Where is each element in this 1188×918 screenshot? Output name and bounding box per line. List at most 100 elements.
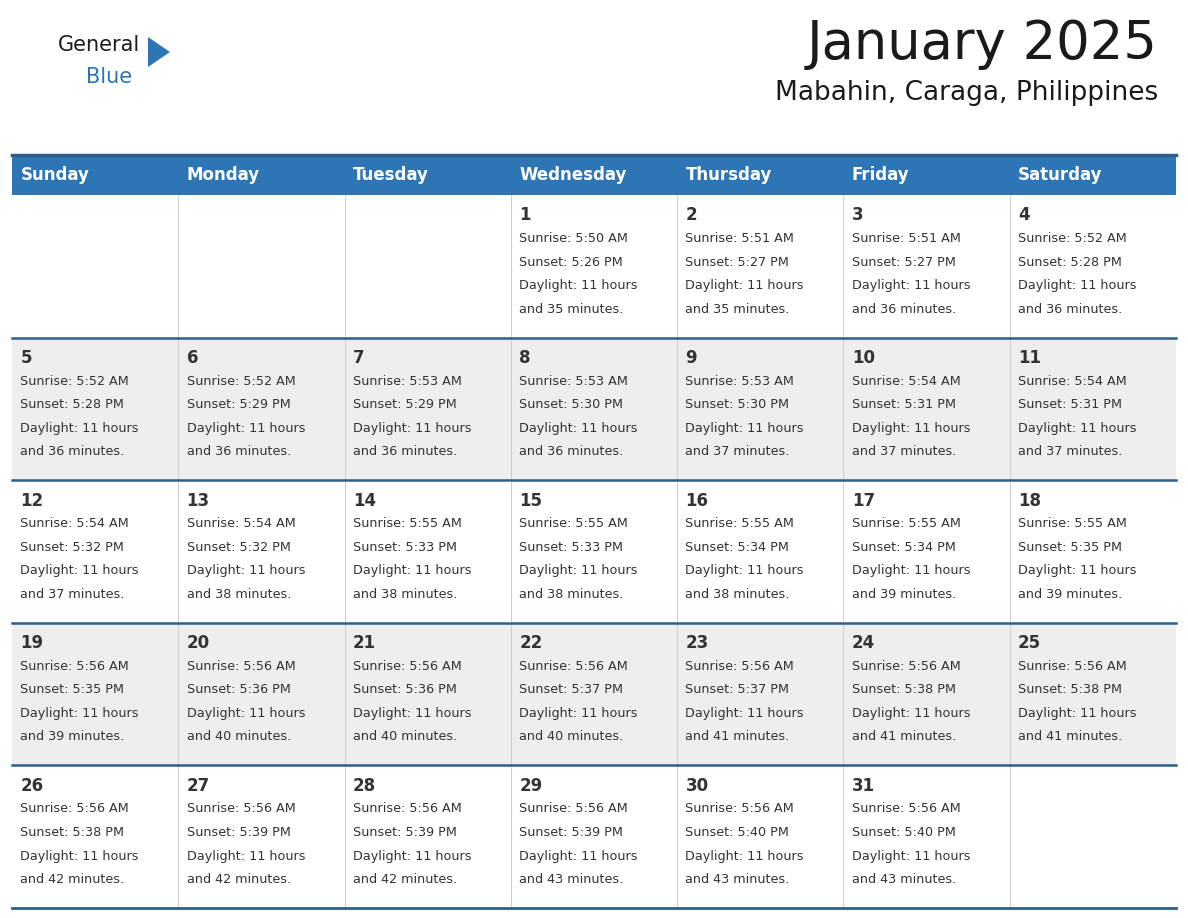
Polygon shape: [12, 155, 178, 195]
Text: 12: 12: [20, 492, 44, 509]
Text: Sunset: 5:27 PM: Sunset: 5:27 PM: [852, 255, 955, 269]
Text: Sunset: 5:40 PM: Sunset: 5:40 PM: [685, 826, 789, 839]
Text: Daylight: 11 hours: Daylight: 11 hours: [852, 421, 971, 435]
Polygon shape: [1010, 195, 1176, 338]
Text: Sunrise: 5:56 AM: Sunrise: 5:56 AM: [852, 802, 960, 815]
Text: Sunrise: 5:53 AM: Sunrise: 5:53 AM: [353, 375, 462, 387]
Text: Sunrise: 5:55 AM: Sunrise: 5:55 AM: [519, 517, 628, 531]
Polygon shape: [12, 766, 178, 908]
Text: Daylight: 11 hours: Daylight: 11 hours: [187, 849, 305, 863]
Text: and 40 minutes.: and 40 minutes.: [187, 731, 291, 744]
Polygon shape: [178, 480, 345, 622]
Text: Sunset: 5:30 PM: Sunset: 5:30 PM: [685, 398, 790, 411]
Text: 8: 8: [519, 349, 531, 367]
Text: 25: 25: [1018, 634, 1041, 652]
Polygon shape: [843, 622, 1010, 766]
Text: and 36 minutes.: and 36 minutes.: [1018, 303, 1123, 316]
Text: Sunset: 5:36 PM: Sunset: 5:36 PM: [353, 683, 456, 697]
Text: Daylight: 11 hours: Daylight: 11 hours: [187, 707, 305, 720]
Text: Daylight: 11 hours: Daylight: 11 hours: [353, 849, 472, 863]
Polygon shape: [677, 155, 843, 195]
Text: Sunset: 5:31 PM: Sunset: 5:31 PM: [1018, 398, 1121, 411]
Text: and 37 minutes.: and 37 minutes.: [1018, 445, 1123, 458]
Text: 22: 22: [519, 634, 543, 652]
Text: 27: 27: [187, 777, 210, 795]
Text: Daylight: 11 hours: Daylight: 11 hours: [353, 565, 472, 577]
Text: Sunset: 5:38 PM: Sunset: 5:38 PM: [852, 683, 955, 697]
Polygon shape: [345, 155, 511, 195]
Polygon shape: [12, 338, 178, 480]
Polygon shape: [677, 195, 843, 338]
Polygon shape: [178, 338, 345, 480]
Text: Daylight: 11 hours: Daylight: 11 hours: [353, 421, 472, 435]
Text: Sunset: 5:37 PM: Sunset: 5:37 PM: [685, 683, 790, 697]
Text: 15: 15: [519, 492, 542, 509]
Polygon shape: [511, 195, 677, 338]
Text: Daylight: 11 hours: Daylight: 11 hours: [187, 421, 305, 435]
Text: Sunrise: 5:55 AM: Sunrise: 5:55 AM: [852, 517, 961, 531]
Text: and 38 minutes.: and 38 minutes.: [353, 588, 457, 601]
Text: Sunset: 5:39 PM: Sunset: 5:39 PM: [519, 826, 623, 839]
Polygon shape: [1010, 155, 1176, 195]
Polygon shape: [511, 155, 677, 195]
Text: Sunset: 5:28 PM: Sunset: 5:28 PM: [1018, 255, 1121, 269]
Text: Sunset: 5:39 PM: Sunset: 5:39 PM: [353, 826, 456, 839]
Polygon shape: [345, 338, 511, 480]
Text: and 35 minutes.: and 35 minutes.: [519, 303, 624, 316]
Polygon shape: [677, 622, 843, 766]
Text: Sunrise: 5:51 AM: Sunrise: 5:51 AM: [685, 232, 795, 245]
Text: Sunrise: 5:56 AM: Sunrise: 5:56 AM: [519, 660, 628, 673]
Text: Sunrise: 5:56 AM: Sunrise: 5:56 AM: [1018, 660, 1126, 673]
Text: Sunset: 5:34 PM: Sunset: 5:34 PM: [685, 541, 789, 554]
Text: Sunrise: 5:52 AM: Sunrise: 5:52 AM: [20, 375, 129, 387]
Text: Sunrise: 5:55 AM: Sunrise: 5:55 AM: [1018, 517, 1127, 531]
Text: and 40 minutes.: and 40 minutes.: [353, 731, 457, 744]
Text: Sunrise: 5:52 AM: Sunrise: 5:52 AM: [187, 375, 296, 387]
Text: and 36 minutes.: and 36 minutes.: [20, 445, 125, 458]
Polygon shape: [148, 37, 170, 67]
Polygon shape: [178, 155, 345, 195]
Text: 31: 31: [852, 777, 874, 795]
Text: and 43 minutes.: and 43 minutes.: [519, 873, 624, 886]
Text: and 42 minutes.: and 42 minutes.: [353, 873, 457, 886]
Text: Sunset: 5:30 PM: Sunset: 5:30 PM: [519, 398, 624, 411]
Text: Sunrise: 5:50 AM: Sunrise: 5:50 AM: [519, 232, 628, 245]
Text: 7: 7: [353, 349, 365, 367]
Text: Sunset: 5:35 PM: Sunset: 5:35 PM: [20, 683, 125, 697]
Text: and 35 minutes.: and 35 minutes.: [685, 303, 790, 316]
Text: Sunset: 5:40 PM: Sunset: 5:40 PM: [852, 826, 955, 839]
Text: and 41 minutes.: and 41 minutes.: [1018, 731, 1123, 744]
Text: 1: 1: [519, 207, 531, 224]
Text: 3: 3: [852, 207, 864, 224]
Text: 9: 9: [685, 349, 697, 367]
Text: and 39 minutes.: and 39 minutes.: [852, 588, 956, 601]
Polygon shape: [345, 195, 511, 338]
Text: Tuesday: Tuesday: [353, 166, 429, 184]
Polygon shape: [843, 480, 1010, 622]
Text: and 42 minutes.: and 42 minutes.: [20, 873, 125, 886]
Text: and 41 minutes.: and 41 minutes.: [852, 731, 956, 744]
Text: Daylight: 11 hours: Daylight: 11 hours: [187, 565, 305, 577]
Text: Sunset: 5:35 PM: Sunset: 5:35 PM: [1018, 541, 1121, 554]
Text: Sunrise: 5:56 AM: Sunrise: 5:56 AM: [20, 802, 129, 815]
Text: Sunrise: 5:54 AM: Sunrise: 5:54 AM: [20, 517, 129, 531]
Text: Mabahin, Caraga, Philippines: Mabahin, Caraga, Philippines: [775, 80, 1158, 106]
Text: 28: 28: [353, 777, 377, 795]
Text: and 36 minutes.: and 36 minutes.: [353, 445, 457, 458]
Text: Sunrise: 5:56 AM: Sunrise: 5:56 AM: [187, 660, 296, 673]
Text: Sunset: 5:33 PM: Sunset: 5:33 PM: [353, 541, 457, 554]
Text: Sunset: 5:29 PM: Sunset: 5:29 PM: [187, 398, 290, 411]
Polygon shape: [677, 338, 843, 480]
Text: Sunrise: 5:56 AM: Sunrise: 5:56 AM: [353, 802, 462, 815]
Text: Sunrise: 5:53 AM: Sunrise: 5:53 AM: [685, 375, 795, 387]
Text: 14: 14: [353, 492, 377, 509]
Text: Sunrise: 5:56 AM: Sunrise: 5:56 AM: [685, 802, 795, 815]
Text: and 40 minutes.: and 40 minutes.: [519, 731, 624, 744]
Text: Sunset: 5:38 PM: Sunset: 5:38 PM: [1018, 683, 1121, 697]
Polygon shape: [178, 622, 345, 766]
Text: and 42 minutes.: and 42 minutes.: [187, 873, 291, 886]
Text: General: General: [58, 35, 140, 55]
Polygon shape: [345, 766, 511, 908]
Text: Sunrise: 5:56 AM: Sunrise: 5:56 AM: [20, 660, 129, 673]
Polygon shape: [1010, 622, 1176, 766]
